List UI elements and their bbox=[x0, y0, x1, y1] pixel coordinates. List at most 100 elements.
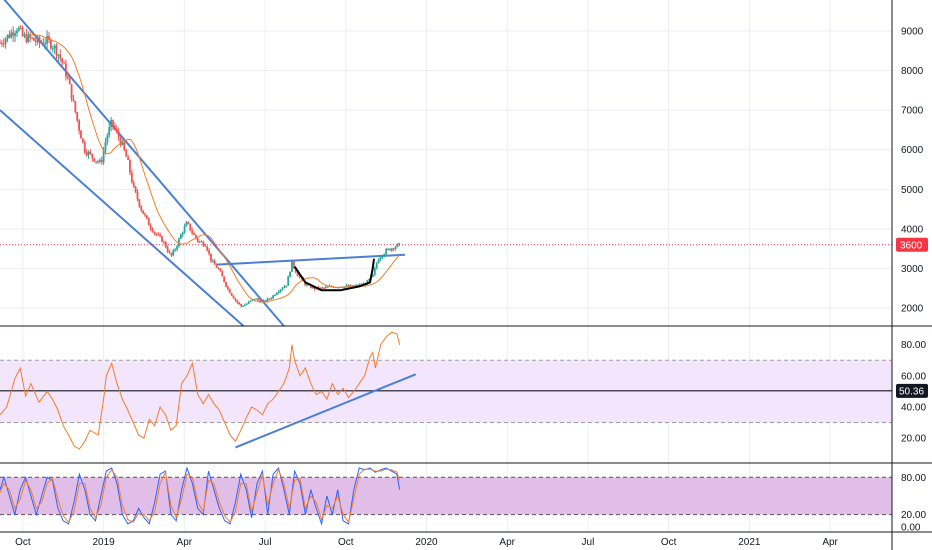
candle-body bbox=[385, 249, 388, 255]
candle-body bbox=[179, 234, 182, 239]
candle-body bbox=[57, 54, 60, 56]
candle-body bbox=[368, 279, 371, 281]
stoch-series-line bbox=[0, 468, 401, 524]
candle-body bbox=[31, 37, 33, 39]
candle-body bbox=[388, 248, 391, 251]
candle-body bbox=[129, 159, 131, 173]
candle-body bbox=[176, 246, 178, 250]
candle-body bbox=[17, 27, 20, 31]
candle-body bbox=[326, 286, 329, 288]
candle-body bbox=[321, 287, 323, 289]
candle-body bbox=[144, 213, 146, 216]
candle-body bbox=[78, 120, 81, 131]
x-axis-tick-label: 2020 bbox=[415, 537, 438, 548]
moving-average-line bbox=[26, 33, 400, 303]
y-axis-tick-label: 3000 bbox=[901, 264, 924, 275]
candle-body bbox=[238, 302, 241, 305]
y-axis-tick-label: 0.00 bbox=[901, 523, 921, 534]
candle-body bbox=[93, 158, 96, 162]
y-axis-tick-label: 5000 bbox=[901, 185, 924, 196]
candle-body bbox=[27, 34, 30, 42]
candle-body bbox=[83, 141, 86, 153]
candle-body bbox=[266, 298, 269, 302]
candle-body bbox=[102, 150, 105, 163]
x-axis-tick-label: Oct bbox=[338, 537, 354, 548]
candle-body bbox=[287, 276, 290, 286]
y-axis-tick-label: 80.00 bbox=[901, 473, 926, 484]
candle-body bbox=[161, 236, 163, 242]
candle-body bbox=[159, 234, 162, 237]
y-axis-tick-label: 7000 bbox=[901, 106, 924, 117]
candle-body bbox=[292, 260, 295, 268]
candle-body bbox=[277, 291, 280, 294]
candle-body bbox=[42, 42, 45, 45]
x-axis-labels: Oct 2019 Apr Jul Oct 2020 Apr Jul Oct 2021 Apr bbox=[15, 537, 838, 548]
candle-body bbox=[255, 298, 258, 300]
candle-body bbox=[253, 298, 256, 300]
candle-body bbox=[10, 32, 13, 38]
candle-body bbox=[319, 287, 322, 289]
candle-body bbox=[392, 248, 395, 250]
candle-body bbox=[372, 274, 374, 277]
candle-body bbox=[296, 272, 299, 277]
y-axis-tick-label: 9000 bbox=[901, 26, 924, 37]
candle-body bbox=[228, 289, 231, 294]
y-axis-tick-label: 80.00 bbox=[901, 340, 926, 351]
candle-body bbox=[95, 161, 97, 163]
candle-body bbox=[236, 300, 239, 303]
candle-body bbox=[72, 98, 75, 102]
candles bbox=[0, 24, 401, 308]
candle-body bbox=[185, 222, 188, 227]
candle-body bbox=[53, 45, 56, 48]
candle-body bbox=[55, 45, 58, 56]
x-axis-tick-label: 2021 bbox=[738, 537, 761, 548]
candle-body bbox=[249, 300, 252, 302]
candle-body bbox=[313, 287, 316, 290]
candle-body bbox=[140, 206, 143, 211]
x-axis-tick-label: Apr bbox=[822, 537, 838, 548]
candle-body bbox=[225, 282, 227, 287]
candle-body bbox=[19, 27, 22, 29]
candle-body bbox=[245, 303, 248, 305]
candle-body bbox=[40, 42, 43, 44]
candle-body bbox=[189, 223, 192, 231]
candle-body bbox=[373, 268, 376, 275]
candle-body bbox=[259, 300, 261, 303]
candle-body bbox=[113, 125, 116, 129]
candle-body bbox=[168, 251, 171, 253]
candle-body bbox=[198, 241, 201, 243]
candle-body bbox=[390, 248, 393, 251]
candle-body bbox=[132, 182, 135, 187]
candle-body bbox=[275, 293, 278, 295]
candle-body bbox=[34, 40, 37, 43]
rsi-value-label: 50.36 bbox=[899, 386, 924, 397]
candle-body bbox=[2, 43, 5, 45]
x-axis-tick-label: Jul bbox=[259, 537, 272, 548]
candle-body bbox=[200, 241, 203, 243]
candle-body bbox=[142, 210, 145, 214]
candle-body bbox=[106, 135, 109, 143]
candle-body bbox=[351, 285, 354, 287]
candle-body bbox=[270, 298, 273, 300]
candle-body bbox=[202, 242, 205, 246]
candle-body bbox=[146, 215, 148, 219]
stoch-pane bbox=[0, 466, 892, 526]
candle-body bbox=[243, 304, 246, 306]
y-axis-tick-label: 20.00 bbox=[901, 434, 926, 445]
candle-body bbox=[274, 294, 276, 296]
candle-body bbox=[234, 298, 237, 301]
candle-body bbox=[14, 33, 16, 36]
x-axis-tick-label: Oct bbox=[15, 537, 31, 548]
candle-body bbox=[306, 284, 308, 286]
candle-body bbox=[247, 301, 250, 304]
candle-body bbox=[147, 218, 150, 226]
y-axis-tick-label: 6000 bbox=[901, 145, 924, 156]
candle-body bbox=[193, 233, 195, 235]
candle-body bbox=[46, 36, 48, 44]
candle-body bbox=[204, 245, 207, 247]
y-axis-tick-label: 20.00 bbox=[901, 510, 926, 521]
candle-body bbox=[387, 248, 389, 250]
candle-body bbox=[219, 269, 222, 272]
candle-body bbox=[25, 34, 28, 42]
